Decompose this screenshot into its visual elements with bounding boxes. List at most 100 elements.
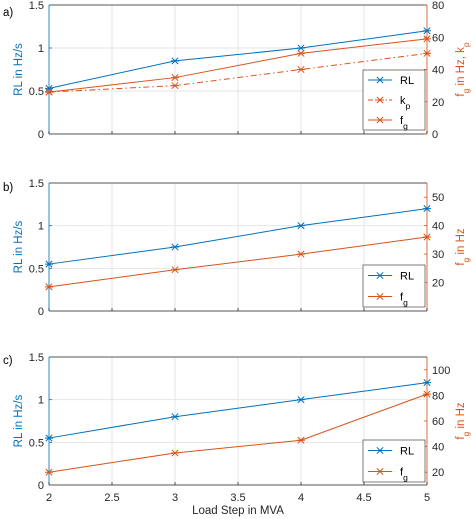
series-line-RL bbox=[48, 382, 428, 439]
data-marker bbox=[171, 57, 179, 65]
legend-label: RL bbox=[400, 271, 414, 283]
data-marker bbox=[45, 260, 53, 268]
right-y-axis-label-part: in Hz bbox=[455, 228, 467, 258]
right-y-tick-label: 100 bbox=[432, 365, 450, 377]
left-y-tick-label: 1.5 bbox=[29, 178, 44, 190]
data-marker bbox=[171, 82, 179, 90]
data-marker bbox=[423, 379, 431, 387]
data-marker bbox=[297, 49, 305, 57]
data-marker bbox=[171, 413, 179, 421]
right-y-tick-label: 0 bbox=[432, 129, 438, 141]
series-line-f-g bbox=[48, 393, 428, 473]
left-y-tick-label: 0.5 bbox=[29, 86, 44, 98]
right-y-tick-label: 80 bbox=[432, 390, 444, 402]
x-tick-label: 4.5 bbox=[356, 492, 371, 504]
x-tick-label: 2.5 bbox=[104, 492, 119, 504]
left-y-axis-label: RL in Hz/s bbox=[13, 43, 25, 96]
right-y-tick-label: 20 bbox=[432, 97, 444, 109]
right-y-tick-label: 40 bbox=[432, 442, 444, 454]
series-line-k-p bbox=[48, 52, 428, 93]
left-y-tick-label: 1.5 bbox=[29, 352, 44, 364]
x-tick-label: 2 bbox=[46, 492, 52, 504]
x-tick-label: 4 bbox=[298, 492, 304, 504]
right-y-axis-label: fg in Hz bbox=[455, 228, 471, 266]
legend-marker bbox=[376, 116, 384, 124]
right-y-axis-label-part: in Hz bbox=[455, 402, 467, 432]
data-marker bbox=[45, 283, 53, 291]
left-y-tick-label: 0.5 bbox=[29, 437, 44, 449]
data-marker bbox=[45, 468, 53, 476]
data-marker bbox=[423, 49, 431, 57]
right-y-tick-label: 50 bbox=[432, 192, 444, 204]
series-line-RL bbox=[48, 30, 428, 89]
legend-marker bbox=[376, 467, 384, 476]
right-y-axis-label-part: f bbox=[455, 262, 467, 266]
data-marker bbox=[423, 233, 431, 241]
x-tick-label: 3.5 bbox=[230, 492, 245, 504]
panel-c: 2 2.5 3 3.5 4 4.5 5 0 0.5 1 1.5 20 40 60 80 100 RL in Hz… bbox=[3, 352, 471, 504]
legend: RL fg bbox=[362, 439, 426, 483]
legend-label-subscript: g bbox=[403, 473, 408, 483]
left-y-tick-label: 0.5 bbox=[29, 263, 44, 275]
data-marker bbox=[45, 88, 53, 96]
x-tick-label: 3 bbox=[172, 492, 178, 504]
data-marker bbox=[423, 35, 431, 43]
data-marker bbox=[171, 449, 179, 457]
legend-box bbox=[362, 264, 426, 308]
legend-box bbox=[362, 439, 426, 483]
right-y-tick-label: 20 bbox=[432, 467, 444, 479]
legend-marker bbox=[376, 292, 384, 301]
right-y-tick-label: 30 bbox=[432, 249, 444, 261]
panel-label: c) bbox=[3, 355, 13, 367]
legend: RL fg bbox=[362, 264, 426, 308]
left-y-tick-label: 1 bbox=[38, 395, 44, 407]
legend-label: fg bbox=[400, 467, 408, 483]
right-y-tick-label: 60 bbox=[432, 416, 444, 428]
legend-marker bbox=[376, 446, 384, 455]
legend: RL kp fg bbox=[362, 69, 426, 131]
data-marker bbox=[297, 65, 305, 74]
right-y-tick-label: 40 bbox=[432, 221, 444, 233]
series-line-f-g bbox=[48, 38, 428, 93]
legend-label: RL bbox=[400, 75, 414, 87]
legend-marker bbox=[376, 271, 384, 280]
data-marker bbox=[297, 436, 305, 444]
right-y-axis-label-part: f bbox=[455, 93, 467, 97]
right-y-tick-label: 40 bbox=[432, 65, 444, 77]
data-marker bbox=[297, 44, 305, 52]
left-y-tick-label: 0 bbox=[38, 129, 44, 141]
legend-label: RL bbox=[400, 446, 414, 458]
right-y-axis-label-subscript: p bbox=[461, 42, 471, 47]
right-y-axis-label-subscript: g bbox=[461, 257, 471, 262]
right-y-axis-label-part: in Hz, k bbox=[455, 47, 467, 89]
panel-label: b) bbox=[3, 182, 13, 194]
right-y-tick-label: 60 bbox=[432, 32, 444, 44]
data-marker bbox=[45, 434, 53, 442]
legend-label: fg bbox=[400, 292, 408, 308]
data-marker bbox=[297, 222, 305, 230]
right-y-tick-label: 20 bbox=[432, 278, 444, 290]
legend-marker bbox=[376, 76, 384, 84]
legend-label-subscript: g bbox=[403, 121, 408, 131]
x-axis-label: Load Step in MVA bbox=[192, 505, 284, 517]
data-marker bbox=[423, 205, 431, 213]
left-y-tick-label: 1.5 bbox=[29, 0, 44, 12]
legend-label-subscript: p bbox=[406, 101, 411, 111]
left-y-tick-label: 0 bbox=[38, 306, 44, 318]
panel-label: a) bbox=[3, 7, 13, 19]
series-line-RL bbox=[48, 208, 428, 265]
legend-marker bbox=[376, 96, 384, 104]
right-y-axis-label-part: f bbox=[455, 436, 467, 440]
series-line-f-g bbox=[48, 236, 428, 288]
right-y-axis-label-subscript: g bbox=[461, 431, 471, 436]
data-marker bbox=[423, 390, 431, 398]
legend-label: fg bbox=[400, 115, 408, 131]
left-y-axis-label: RL in Hz/s bbox=[13, 220, 25, 273]
right-y-axis-label: fg in Hz bbox=[455, 402, 471, 440]
right-y-tick-label: 80 bbox=[432, 0, 444, 12]
left-y-tick-label: 0 bbox=[38, 480, 44, 492]
